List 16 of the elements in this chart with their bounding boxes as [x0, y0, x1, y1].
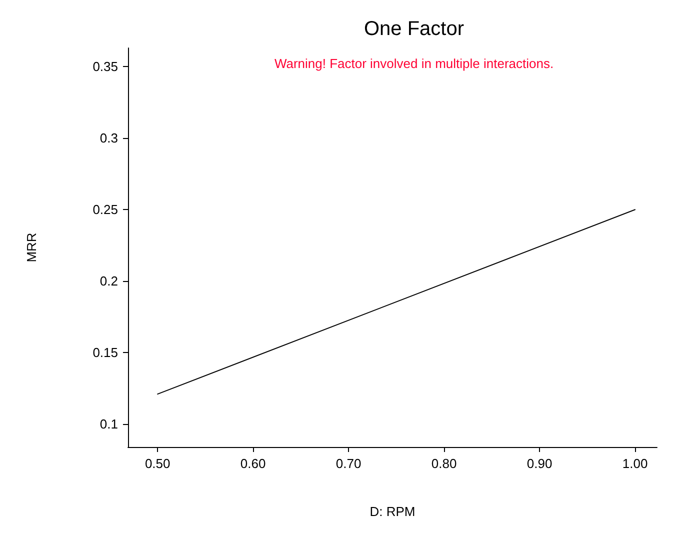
x-tick-label: 0.90 — [526, 456, 552, 471]
x-tick-label: 0.80 — [431, 456, 457, 471]
chart-title: One Factor — [364, 18, 464, 40]
annotation: Warning! Factor involved in multiple interactions. — [274, 56, 554, 71]
y-tick-label: 0.15 — [92, 345, 118, 360]
y-tick-label: 0.1 — [100, 416, 118, 432]
y-tick-label: 0.25 — [92, 202, 118, 218]
y-tick-label: 0.3 — [100, 130, 118, 146]
x-tick-label: 0.70 — [336, 456, 362, 471]
x-tick-label: 1.00 — [622, 456, 648, 471]
y-tick-label: 0.2 — [100, 274, 118, 289]
x-axis-title: D: RPM — [370, 504, 416, 519]
y-tick-label: 0.35 — [92, 59, 118, 74]
x-tick-label: 0.60 — [240, 456, 266, 471]
x-tick-label: 0.50 — [144, 456, 170, 471]
y-axis-title: MRR — [24, 232, 39, 262]
